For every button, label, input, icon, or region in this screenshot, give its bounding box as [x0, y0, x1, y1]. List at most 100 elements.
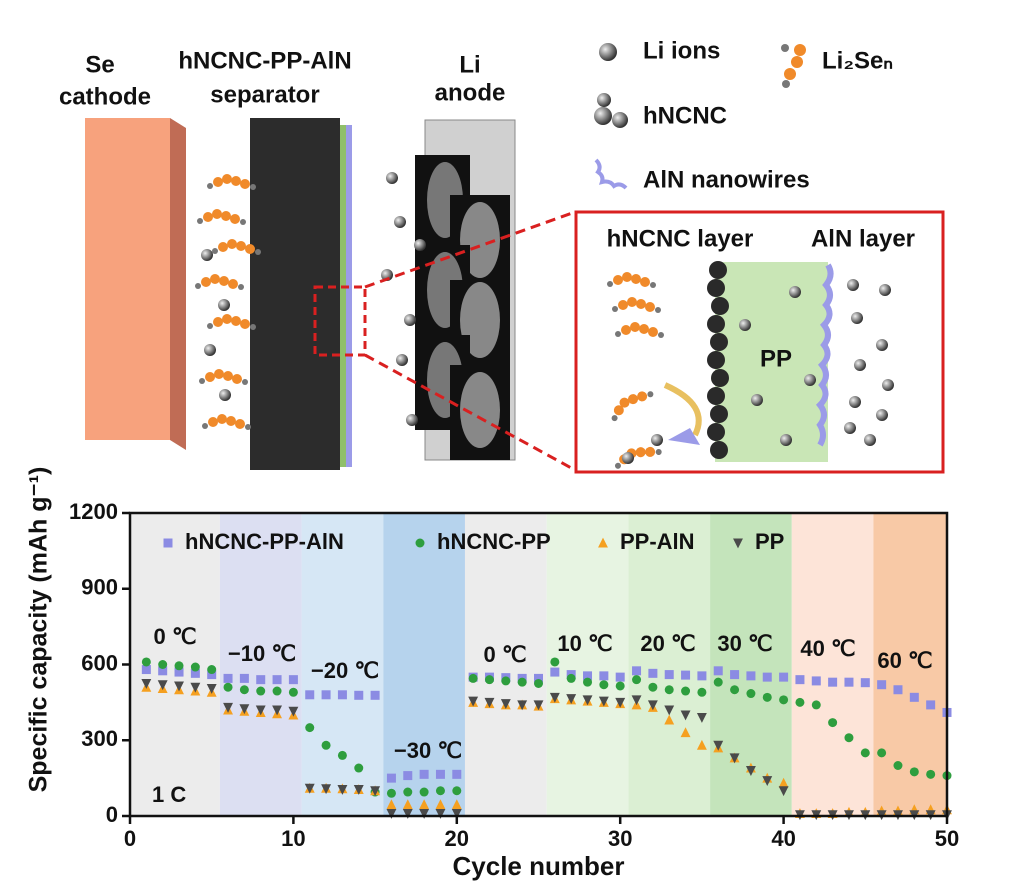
temperature-band: [301, 513, 384, 816]
shape: [381, 269, 393, 281]
shape: [204, 344, 216, 356]
anode-panels: [415, 155, 510, 460]
point: [174, 667, 184, 677]
point: [713, 666, 723, 676]
inset-label: PP: [760, 345, 792, 372]
point: [762, 672, 772, 682]
shape: [789, 286, 801, 298]
point: [746, 671, 756, 681]
label: separator: [210, 81, 319, 108]
point: [337, 784, 348, 795]
point: [877, 680, 887, 690]
point: [501, 676, 511, 686]
point: [648, 668, 658, 678]
shape: [784, 68, 796, 80]
y-tick-label: 300: [81, 726, 118, 751]
band-label: 30 ℃: [717, 631, 772, 656]
point: [778, 777, 789, 788]
point: [762, 692, 772, 702]
point: [223, 702, 233, 713]
shape: [195, 274, 244, 290]
shape: [864, 434, 876, 446]
point: [337, 690, 347, 700]
band-label: 60 ℃: [877, 648, 932, 673]
point: [207, 665, 217, 675]
point: [550, 657, 560, 667]
point: [615, 672, 625, 682]
shape: [879, 284, 891, 296]
point: [697, 671, 707, 681]
legend-label: hNCNC-PP-AlN: [185, 529, 344, 554]
shape: [597, 93, 611, 107]
point: [451, 808, 462, 819]
point: [190, 662, 200, 672]
point: [729, 753, 740, 764]
temperature-band: [873, 513, 947, 816]
shape: [854, 359, 866, 371]
shape: [876, 339, 888, 351]
label: anode: [435, 79, 506, 106]
point: [909, 767, 919, 777]
shape: [710, 333, 728, 351]
shape: [207, 314, 256, 330]
point: [828, 718, 838, 728]
point: [239, 704, 250, 715]
point: [664, 670, 674, 680]
point: [435, 808, 446, 819]
y-tick-label: 600: [81, 650, 118, 675]
point: [517, 700, 528, 711]
point: [926, 769, 936, 779]
y-axis-label: Specific capacity (mAh g⁻¹): [25, 467, 53, 793]
shape: [201, 249, 213, 261]
shape: [207, 174, 256, 190]
point: [419, 799, 430, 810]
point: [844, 677, 854, 687]
point: [386, 788, 396, 798]
zoom-line: [364, 353, 576, 472]
x-tick-label: 50: [935, 826, 959, 851]
point: [484, 697, 495, 708]
point: [566, 673, 576, 683]
cathode-side: [170, 118, 186, 450]
legend-label: Li₂Seₙ: [822, 47, 893, 74]
shape: [707, 351, 725, 369]
legend-marker: [415, 538, 425, 548]
point: [681, 686, 691, 696]
point: [745, 766, 756, 776]
point: [321, 784, 332, 795]
point: [599, 680, 609, 690]
shape: [851, 312, 863, 324]
temperature-band: [791, 513, 874, 816]
point: [141, 665, 151, 675]
point: [255, 705, 266, 716]
point: [828, 677, 838, 687]
point: [452, 769, 462, 779]
point: [288, 687, 298, 697]
point: [354, 690, 364, 700]
point: [697, 687, 707, 697]
shape: [202, 414, 251, 430]
shape: [612, 112, 628, 128]
point: [811, 700, 821, 710]
temperature-band: [383, 513, 465, 816]
shape: [780, 434, 792, 446]
shape: [707, 279, 725, 297]
point: [500, 699, 511, 710]
cathode: [85, 118, 170, 440]
legend-label: hNCNC-PP: [437, 529, 551, 554]
x-tick-label: 40: [771, 826, 795, 851]
band-label: 0 ℃: [153, 624, 196, 649]
shape: [794, 44, 806, 56]
point: [664, 705, 675, 716]
point: [517, 677, 527, 687]
point: [419, 787, 429, 797]
zoom-line: [364, 210, 576, 289]
point: [353, 784, 364, 795]
point: [534, 678, 543, 688]
band-label: 10 ℃: [557, 631, 612, 656]
label: hNCNC-PP-AlN: [178, 47, 351, 74]
point: [141, 657, 151, 667]
arrow-head: [668, 428, 700, 445]
point: [190, 682, 201, 693]
